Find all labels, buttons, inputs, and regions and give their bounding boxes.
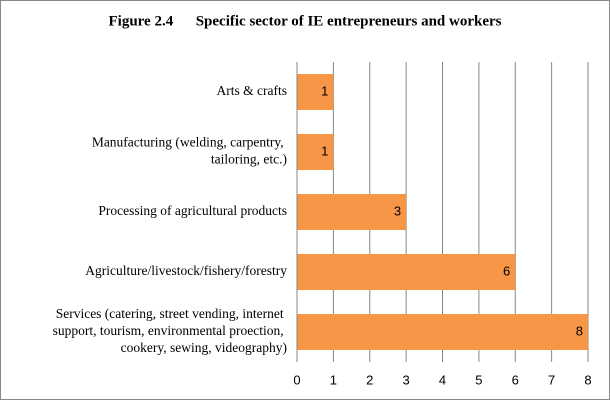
- y-tick-label: Processing of agricultural products: [98, 203, 287, 218]
- y-tick-label: Agriculture/livestock/fishery/forestry: [85, 263, 287, 278]
- y-tick-label: Manufacturing (welding, carpentry, tailo…: [92, 135, 287, 167]
- x-tick-label: 0: [293, 372, 300, 387]
- x-tick-label: 2: [366, 372, 373, 387]
- bar: [297, 314, 588, 350]
- x-tick-label: 8: [584, 372, 591, 387]
- x-tick-label: 7: [548, 372, 555, 387]
- x-tick-label: 6: [512, 372, 519, 387]
- x-tick-label: 4: [439, 372, 446, 387]
- bar: [297, 74, 334, 110]
- bar: [297, 194, 407, 230]
- chart-title: Figure 2.4 Specific sector of IE entrepr…: [108, 13, 501, 29]
- data-label: 1: [321, 143, 328, 158]
- data-label: 3: [394, 203, 401, 218]
- data-label: 1: [321, 83, 328, 98]
- bar: [297, 134, 334, 170]
- x-tick-label: 3: [403, 372, 410, 387]
- data-label: 8: [576, 323, 583, 338]
- data-label: 6: [503, 263, 510, 278]
- y-tick-label: Services (catering, street vending, inte…: [53, 306, 287, 355]
- y-tick-label: Arts & crafts: [217, 83, 287, 98]
- x-tick-label: 1: [330, 372, 337, 387]
- bar: [297, 254, 516, 290]
- x-tick-label: 5: [475, 372, 482, 387]
